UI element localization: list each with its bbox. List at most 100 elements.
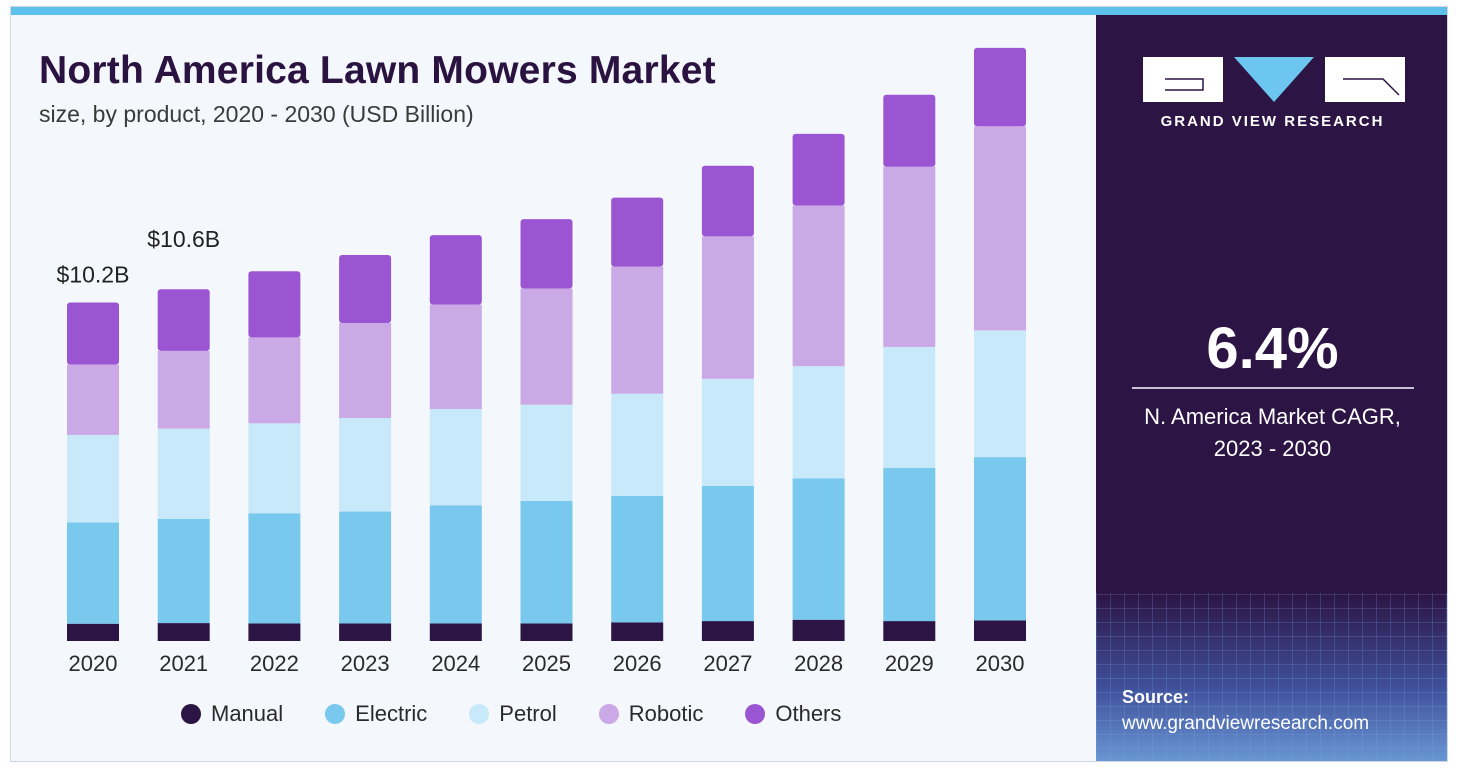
legend-label-manual: Manual <box>211 701 284 726</box>
cagr-value: 6.4% <box>1206 316 1339 381</box>
cagr-label-line1: N. America Market CAGR, <box>1144 404 1401 429</box>
x-tick-label-2028: 2028 <box>794 651 843 676</box>
x-tick-label-2021: 2021 <box>159 651 208 676</box>
bar-segment-robotic-2029 <box>883 166 936 347</box>
bar-segment-robotic-2021 <box>157 350 210 429</box>
x-tick-label-2020: 2020 <box>69 651 118 676</box>
brand-name: GRAND VIEW RESEARCH <box>1160 113 1385 130</box>
bar-segment-petrol-2028 <box>792 366 845 479</box>
cagr-divider <box>1132 387 1414 389</box>
grand-view-research-logo <box>1143 57 1405 102</box>
bar-segment-manual-2027 <box>701 621 754 641</box>
legend-item-manual: Manual <box>181 701 283 727</box>
legend-item-electric: Electric <box>325 701 427 727</box>
legend-label-others: Others <box>775 701 842 726</box>
bar-segment-electric-2022 <box>248 513 301 624</box>
bar-segment-others-2020 <box>67 302 119 365</box>
stacked-bar-chart: 2020 2021 2022 2023 2024 2025 2026 2027 2028 2029… <box>57 47 1026 676</box>
x-tick-label-2030: 2030 <box>976 651 1025 676</box>
bar-segment-others-2026 <box>611 197 664 267</box>
bar-segment-electric-2024 <box>429 505 482 624</box>
bar-segment-others-2021 <box>157 289 210 351</box>
bar-segment-petrol-2030 <box>974 330 1026 458</box>
cagr-label-line2: 2023 - 2030 <box>1213 436 1332 461</box>
legend-swatch-others <box>745 704 766 724</box>
bar-segment-others-2022 <box>248 271 301 338</box>
data-label-2021: $10.6B <box>147 226 220 252</box>
legend-swatch-petrol <box>469 704 490 724</box>
source-url[interactable]: www.grandviewresearch.com <box>1122 713 1370 734</box>
bar-segment-electric-2025 <box>520 500 573 624</box>
bar-segment-robotic-2024 <box>429 304 482 410</box>
bar-segment-petrol-2024 <box>429 409 482 506</box>
bar-segment-petrol-2029 <box>883 346 936 468</box>
bar-segment-electric-2023 <box>339 511 392 624</box>
bar-segment-electric-2027 <box>701 486 754 622</box>
bar-segment-electric-2026 <box>611 495 664 623</box>
source-label: Source: <box>1122 687 1190 707</box>
bar-segment-manual-2029 <box>883 621 936 641</box>
chart-subtitle: size, by product, 2020 - 2030 (USD Billi… <box>39 101 474 127</box>
data-label-2020: $10.2B <box>57 261 130 287</box>
bar-segment-manual-2022 <box>248 623 301 641</box>
bar-segment-manual-2021 <box>157 623 210 641</box>
bar-segment-robotic-2027 <box>701 236 754 379</box>
legend-swatch-manual <box>181 704 201 724</box>
legend-label-electric: Electric <box>355 701 428 726</box>
legend-item-others: Others <box>745 701 841 727</box>
bar-segment-manual-2024 <box>429 623 482 641</box>
bar-segment-others-2029 <box>883 94 936 167</box>
bar-segment-manual-2023 <box>339 623 392 641</box>
bar-segment-petrol-2021 <box>157 428 210 519</box>
bar-segment-manual-2020 <box>67 623 119 641</box>
bar-segment-petrol-2020 <box>67 434 119 523</box>
x-tick-label-2026: 2026 <box>613 651 662 676</box>
top-accent-bar <box>11 7 1447 15</box>
cagr-label: N. America Market CAGR, 2023 - 2030 <box>1096 401 1447 465</box>
x-tick-label-2025: 2025 <box>522 651 571 676</box>
x-tick-label-2029: 2029 <box>885 651 934 676</box>
legend-item-petrol: Petrol <box>469 701 557 727</box>
bar-segment-petrol-2022 <box>248 423 301 514</box>
bar-segment-others-2027 <box>701 165 754 237</box>
bar-segment-robotic-2030 <box>974 126 1026 331</box>
bar-segment-electric-2029 <box>883 467 936 622</box>
x-tick-label-2027: 2027 <box>703 651 752 676</box>
bar-segment-others-2030 <box>974 47 1026 127</box>
bar-segment-robotic-2020 <box>67 364 119 435</box>
infographic-frame: North America Lawn Mowers Market size, b… <box>10 6 1448 762</box>
bar-segment-others-2025 <box>520 219 573 289</box>
bar-segment-electric-2020 <box>67 522 119 624</box>
bar-segment-robotic-2028 <box>792 205 845 367</box>
bar-segment-robotic-2025 <box>520 288 573 405</box>
bar-segment-petrol-2026 <box>611 393 664 496</box>
chart-legend: Manual Electric Petrol Robotic Others <box>181 701 883 727</box>
bar-segment-petrol-2023 <box>339 417 392 512</box>
bar-segment-petrol-2027 <box>701 378 754 487</box>
bar-segment-manual-2030 <box>974 620 1026 641</box>
bar-segment-robotic-2026 <box>611 266 664 394</box>
legend-swatch-electric <box>325 704 346 724</box>
chart-title: North America Lawn Mowers Market <box>39 49 716 92</box>
bar-segment-others-2024 <box>429 235 482 305</box>
bar-segment-others-2023 <box>339 255 392 324</box>
bar-segment-electric-2028 <box>792 478 845 620</box>
bar-segment-manual-2028 <box>792 619 845 641</box>
legend-label-petrol: Petrol <box>499 701 557 726</box>
legend-label-robotic: Robotic <box>628 701 704 726</box>
x-tick-label-2023: 2023 <box>341 651 390 676</box>
x-tick-label-2022: 2022 <box>250 651 299 676</box>
bar-segment-others-2028 <box>792 133 845 206</box>
bar-segment-manual-2025 <box>520 623 573 641</box>
side-panel-grid-decoration <box>1096 593 1447 761</box>
bar-segment-robotic-2023 <box>339 323 392 418</box>
side-panel: GRAND VIEW RESEARCH 6.4% N. America Mark… <box>1096 15 1447 761</box>
x-tick-label-2024: 2024 <box>431 651 480 676</box>
bar-segment-electric-2021 <box>157 518 210 624</box>
bar-segment-robotic-2022 <box>248 337 301 424</box>
legend-swatch-robotic <box>598 704 619 724</box>
bar-segment-electric-2030 <box>974 457 1026 621</box>
legend-item-robotic: Robotic <box>598 701 704 727</box>
bar-segment-manual-2026 <box>611 622 664 641</box>
bar-segment-petrol-2025 <box>520 404 573 501</box>
